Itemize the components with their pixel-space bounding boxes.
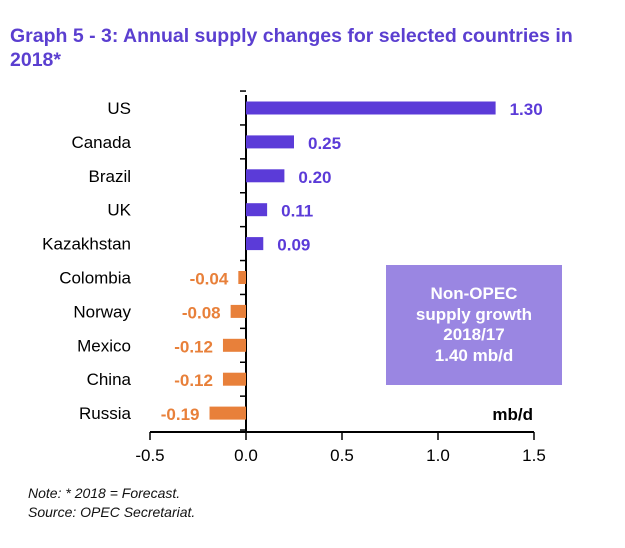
bar-norway	[230, 304, 246, 318]
data-label: -0.19	[161, 405, 200, 424]
bar-canada	[246, 135, 294, 149]
unit-label: mb/d	[492, 405, 533, 424]
data-label: 0.11	[281, 202, 313, 221]
category-label: US	[107, 99, 131, 118]
annotation-line: supply growth	[415, 304, 533, 324]
data-label: -0.08	[182, 303, 221, 322]
bar-china	[222, 372, 246, 386]
annotation-line: 2018/17	[443, 325, 505, 344]
x-tick-label: -0.5	[135, 446, 164, 465]
chart-title: Graph 5 - 3: Annual supply changes for s…	[10, 25, 573, 71]
source: Source: OPEC Secretariat.	[28, 504, 196, 520]
category-label: Canada	[71, 133, 131, 152]
category-label: Mexico	[77, 336, 131, 355]
data-label: -0.04	[190, 270, 229, 289]
bar-kazakhstan	[246, 237, 264, 251]
annotation-line: Non-OPEC	[430, 284, 518, 303]
category-label: UK	[107, 201, 131, 220]
bar-us	[246, 101, 496, 115]
data-label: 0.25	[308, 134, 341, 153]
category-label: China	[87, 370, 132, 389]
bar-mexico	[222, 338, 246, 352]
annotation-line: 1.40 mb/d	[434, 345, 514, 365]
bar-russia	[209, 406, 246, 420]
x-tick-label: 1.5	[522, 446, 546, 465]
bar-colombia	[238, 271, 246, 284]
category-label: Russia	[79, 404, 132, 423]
notes: Note: * 2018 = Forecast. Source: OPEC Se…	[28, 484, 195, 522]
category-label: Brazil	[88, 167, 131, 186]
x-tick-label: 0.0	[234, 446, 258, 465]
x-tick-label: 0.5	[330, 446, 354, 465]
note: Note: * 2018 = Forecast.	[28, 485, 181, 501]
data-label: 0.20	[298, 168, 331, 187]
bar-brazil	[246, 169, 285, 183]
category-label: Norway	[73, 302, 131, 321]
data-label: -0.12	[174, 337, 213, 356]
bar-uk	[246, 203, 268, 217]
annotation-box: Non-OPEC supply growth 2018/17 1.40 mb/d	[386, 265, 562, 385]
data-label: 1.30	[510, 100, 543, 119]
data-label: -0.12	[174, 371, 213, 390]
x-tick-label: 1.0	[426, 446, 450, 465]
data-label: 0.09	[277, 236, 310, 255]
category-label: Colombia	[59, 269, 131, 288]
category-label: Kazakhstan	[42, 235, 131, 254]
